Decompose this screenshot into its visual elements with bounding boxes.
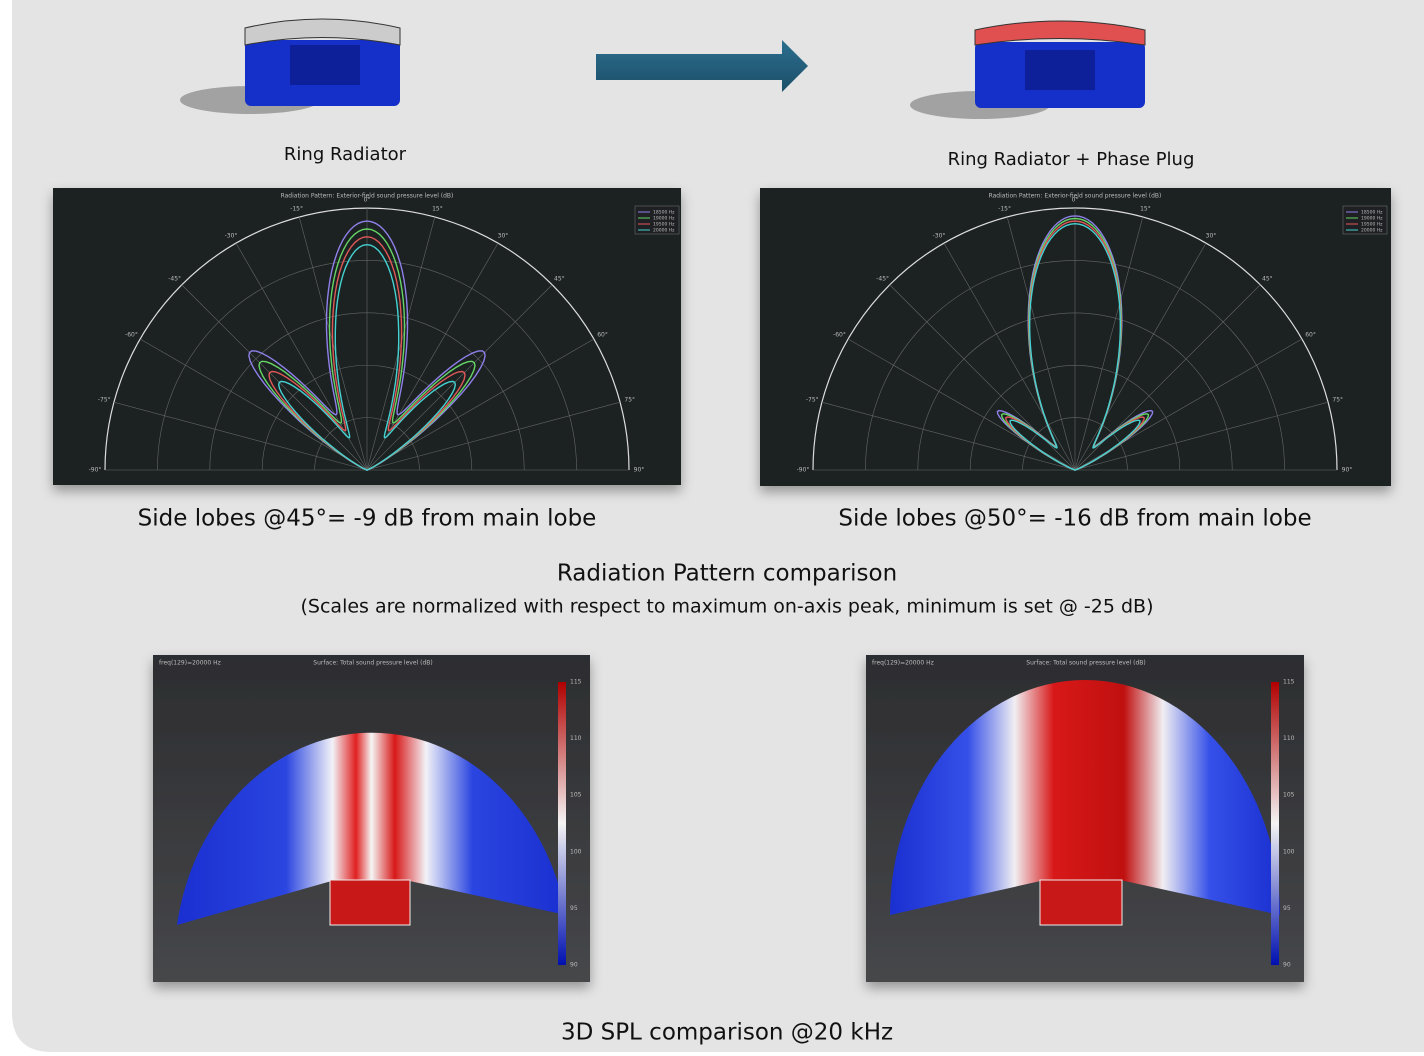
colorbar-tick: 100 xyxy=(570,848,582,855)
colorbar-tick: 95 xyxy=(570,905,578,912)
angle-label: -75° xyxy=(98,397,111,404)
caption: Side lobes @45°= -9 dB from main lobe xyxy=(138,506,597,532)
colorbar-tick: 105 xyxy=(1283,792,1295,799)
angle-label: 60° xyxy=(1305,332,1316,339)
legend-label: 19000 Hz xyxy=(653,216,675,222)
section-title: Radiation Pattern comparison xyxy=(557,561,897,587)
angle-label: -45° xyxy=(168,276,181,283)
angle-label: -15° xyxy=(290,206,303,213)
legend-label: 19500 Hz xyxy=(653,222,675,228)
angle-label: 90° xyxy=(1342,467,1353,474)
colorbar-tick: 90 xyxy=(1283,962,1291,969)
colorbar-tick: 100 xyxy=(1283,848,1295,855)
legend-label: 20000 Hz xyxy=(653,228,675,234)
freq-label: freq(129)=20000 Hz xyxy=(872,660,934,667)
angle-label: 15° xyxy=(432,206,443,213)
angle-label: -60° xyxy=(125,332,138,339)
colorbar-tick: 115 xyxy=(570,679,582,686)
angle-label: 45° xyxy=(554,276,565,283)
legend-label: 19500 Hz xyxy=(1361,222,1383,228)
plot-title: Radiation Pattern: Exterior-field sound … xyxy=(989,193,1162,200)
footer: 3D SPL comparison @20 kHz xyxy=(561,1020,893,1046)
angle-label: 75° xyxy=(624,397,635,404)
legend-label: 19000 Hz xyxy=(1361,216,1383,222)
legend-label: 18500 Hz xyxy=(1361,210,1383,216)
page: Ring Radiator Ring Radiator + Phase Plug… xyxy=(0,0,1424,1052)
plot-title: Surface: Total sound pressure level (dB) xyxy=(313,660,432,667)
colorbar-tick: 95 xyxy=(1283,905,1291,912)
plot-title: Surface: Total sound pressure level (dB) xyxy=(1026,660,1145,667)
colorbar-tick: 110 xyxy=(1283,735,1295,742)
label: Ring Radiator xyxy=(284,144,407,165)
label: Ring Radiator + Phase Plug xyxy=(948,149,1195,170)
angle-label: 30° xyxy=(1206,233,1217,240)
angle-label: -45° xyxy=(876,276,889,283)
angle-label: 60° xyxy=(597,332,608,339)
angle-label: 45° xyxy=(1262,276,1273,283)
angle-label: -30° xyxy=(225,233,238,240)
angle-label: -75° xyxy=(806,397,819,404)
colorbar-tick: 105 xyxy=(570,792,582,799)
plot-title: Radiation Pattern: Exterior-field sound … xyxy=(281,193,454,200)
angle-label: -30° xyxy=(933,233,946,240)
angle-label: -15° xyxy=(998,206,1011,213)
angle-label: 15° xyxy=(1140,206,1151,213)
colorbar xyxy=(558,682,566,965)
angle-label: 30° xyxy=(498,233,509,240)
caption: Side lobes @50°= -16 dB from main lobe xyxy=(838,506,1311,532)
colorbar xyxy=(1271,682,1279,965)
colorbar-tick: 115 xyxy=(1283,679,1295,686)
legend-label: 20000 Hz xyxy=(1361,228,1383,234)
colorbar-tick: 90 xyxy=(570,962,578,969)
speaker-model xyxy=(1040,880,1122,925)
angle-label: -60° xyxy=(833,332,846,339)
slide: Ring Radiator Ring Radiator + Phase Plug… xyxy=(0,0,1424,1052)
speaker-model xyxy=(330,880,410,925)
polar-plot xyxy=(760,188,1391,486)
legend-label: 18500 Hz xyxy=(653,210,675,216)
angle-label: 75° xyxy=(1332,397,1343,404)
colorbar-tick: 110 xyxy=(570,735,582,742)
angle-label: -90° xyxy=(797,467,810,474)
angle-label: 90° xyxy=(634,467,645,474)
section-note: (Scales are normalized with respect to m… xyxy=(301,596,1154,618)
angle-label: -90° xyxy=(89,467,102,474)
freq-label: freq(129)=20000 Hz xyxy=(159,660,221,667)
